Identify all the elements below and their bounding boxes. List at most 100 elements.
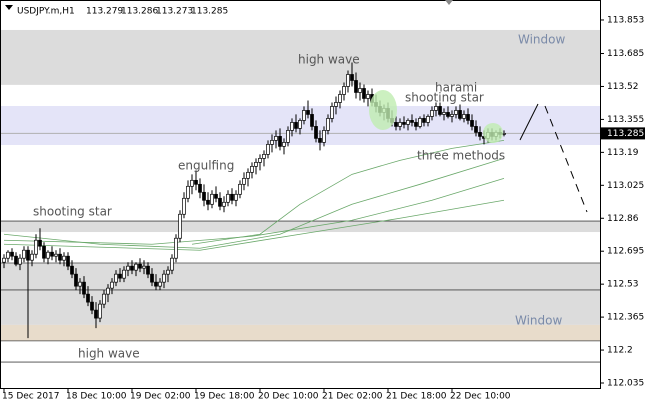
y-tick-label: 112.695: [607, 247, 644, 257]
candle-body: [246, 171, 250, 179]
candle-body: [410, 120, 414, 123]
candle-body: [266, 144, 270, 155]
candle-body: [146, 265, 150, 275]
candle-body: [74, 273, 78, 287]
candle-body: [278, 136, 282, 147]
candle-body: [114, 273, 118, 283]
candle-body: [26, 249, 30, 261]
candle-body: [78, 281, 82, 287]
annotation: three methods: [417, 149, 505, 163]
candle-body: [190, 179, 194, 187]
candle-body: [54, 253, 58, 257]
candle-body: [42, 245, 46, 259]
candle-body: [82, 281, 86, 295]
x-tick-label: 15 Dec 2017: [2, 392, 60, 402]
candle-body: [238, 183, 242, 195]
annotation: high wave: [78, 347, 140, 361]
price-tag-label: 113.285: [607, 129, 644, 139]
candle-body: [202, 191, 206, 201]
candle-body: [234, 193, 238, 201]
x-tick-label: 21 Dec 02:00: [322, 392, 383, 402]
candle-body: [306, 110, 310, 115]
candle-body: [426, 116, 430, 123]
candle-body: [210, 193, 214, 205]
candle-body: [430, 110, 434, 117]
annotation: Window: [518, 33, 566, 47]
candle-body: [138, 263, 142, 269]
candle-body: [330, 106, 334, 119]
candle-body: [142, 265, 146, 269]
candle-body: [290, 122, 294, 131]
candle-body: [174, 237, 178, 259]
candle-body: [222, 201, 226, 207]
candle-body: [298, 120, 302, 129]
candle-body: [38, 239, 42, 247]
candle-body: [242, 177, 246, 185]
candle-body: [50, 251, 54, 257]
candle-body: [270, 140, 274, 145]
candle-body: [46, 251, 50, 259]
candle-body: [470, 120, 474, 127]
candle-body: [354, 80, 358, 93]
y-tick-label: 112.86: [607, 214, 639, 224]
candle-body: [154, 281, 158, 287]
candle-body: [182, 197, 186, 215]
candle-body: [302, 110, 306, 121]
scroll-marker: [445, 0, 453, 5]
candle-body: [90, 301, 94, 311]
y-tick-label: 113.853: [607, 15, 644, 25]
quote-value: 113.286: [121, 7, 158, 17]
x-tick-label: 18 Dec 10:00: [66, 392, 127, 402]
candle-body: [254, 161, 258, 167]
highlight: [369, 90, 397, 130]
candle-body: [334, 102, 338, 107]
symbol: USDJPY.m,H1: [17, 7, 75, 17]
x-tick-label: 21 Dec 18:00: [386, 392, 447, 402]
price-tag: [601, 127, 645, 140]
candle-body: [462, 114, 466, 119]
candle-body: [258, 158, 262, 163]
candle-body: [346, 74, 350, 87]
candle-body: [194, 179, 198, 185]
candle-body: [282, 142, 286, 147]
candle-body: [230, 193, 234, 201]
y-tick-label: 113.025: [607, 181, 644, 191]
quote-value: 113.279: [86, 7, 123, 17]
candle-body: [318, 138, 322, 143]
candle-body: [226, 193, 230, 203]
candle-body: [122, 269, 126, 279]
candle-body: [366, 94, 370, 99]
annotation: shooting star: [33, 205, 112, 219]
candle-body: [322, 130, 326, 143]
candle-body: [66, 255, 70, 267]
x-tick-label: 19 Dec 18:00: [194, 392, 255, 402]
y-tick-label: 113.19: [607, 148, 639, 158]
candle-body: [414, 122, 418, 127]
candle-body: [458, 110, 462, 119]
candle-body: [134, 263, 138, 271]
candle-body: [398, 122, 402, 127]
moving-average: [3, 157, 505, 249]
candle-body: [342, 86, 346, 95]
candle-body: [250, 165, 254, 173]
candle-body: [94, 309, 98, 319]
zone: [1, 29, 600, 85]
candle-body: [442, 112, 446, 115]
candle-body: [394, 122, 398, 127]
candle-body: [106, 287, 110, 295]
candle-body: [2, 257, 6, 263]
candle-body: [178, 213, 182, 239]
y-tick-label: 112.2: [607, 346, 633, 356]
moving-average: [3, 199, 505, 251]
candle-body: [286, 130, 290, 143]
annotation: engulfing: [178, 159, 234, 173]
candle-body: [402, 122, 406, 125]
x-tick-label: 19 Dec 02:00: [130, 392, 191, 402]
candle-body: [206, 199, 210, 205]
annotation: Window: [515, 314, 563, 328]
candle-body: [446, 112, 450, 117]
zone: [1, 324, 600, 341]
y-tick-label: 113.685: [607, 49, 644, 59]
